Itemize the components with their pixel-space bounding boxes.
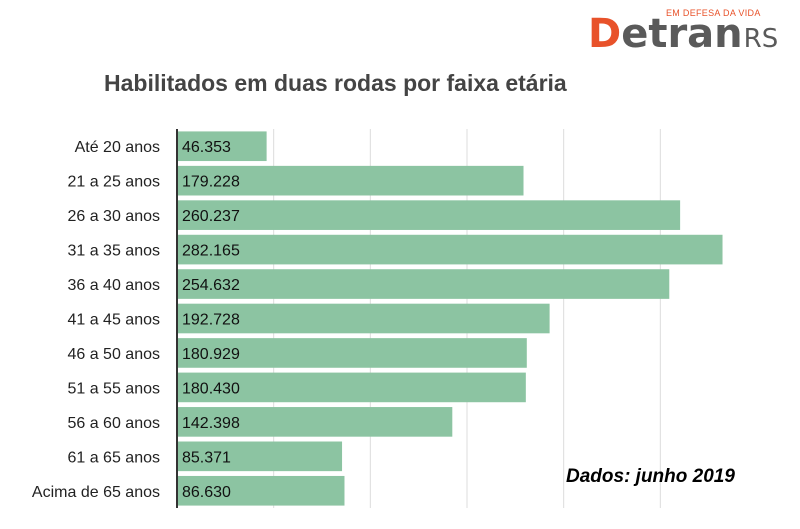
category-label: 56 a 60 anos — [67, 415, 160, 432]
bar — [177, 303, 550, 334]
logo-initial: D — [588, 11, 622, 57]
bar-value-label: 192.728 — [182, 312, 240, 329]
bar-value-label: 85.371 — [182, 449, 231, 466]
bar-value-label: 282.165 — [182, 243, 240, 260]
bar — [177, 407, 453, 437]
bar-value-label: 86.630 — [182, 484, 231, 501]
category-label: 61 a 65 anos — [67, 449, 160, 466]
logo-suffix: RS — [743, 24, 779, 54]
logo-wordmark: DetranRS — [588, 10, 778, 63]
bar-value-label: 46.353 — [182, 139, 231, 156]
bar — [177, 200, 681, 230]
bar — [177, 441, 343, 472]
detran-logo: EM DEFESA DA VIDA DetranRS — [588, 2, 778, 58]
bar-value-label: 142.398 — [182, 415, 240, 432]
bar — [177, 338, 527, 368]
bar-value-label: 260.237 — [182, 208, 240, 225]
bar — [177, 269, 670, 299]
bar — [177, 131, 267, 162]
category-label: Até 20 anos — [75, 139, 160, 156]
category-label: 31 a 35 anos — [67, 243, 160, 260]
bar — [177, 234, 723, 265]
bar-value-label: 180.430 — [182, 380, 240, 397]
category-label: 51 a 55 anos — [67, 380, 160, 397]
source-note: Dados: junho 2019 — [566, 466, 735, 487]
category-label: 26 a 30 anos — [67, 208, 160, 225]
bar — [177, 475, 345, 506]
bar — [177, 165, 524, 196]
bar-value-label: 180.929 — [182, 346, 240, 363]
category-label: 46 a 50 anos — [67, 346, 160, 363]
category-label: 36 a 40 anos — [67, 277, 160, 294]
logo-tagline: EM DEFESA DA VIDA — [666, 8, 761, 18]
bar-value-label: 179.228 — [182, 174, 240, 191]
bar-value-label: 254.632 — [182, 277, 240, 294]
chart-title: Habilitados em duas rodas por faixa etár… — [104, 70, 567, 96]
bar — [177, 372, 526, 403]
category-label: Acima de 65 anos — [32, 484, 160, 501]
logo-rest: etran — [621, 11, 743, 57]
category-label: 41 a 45 anos — [67, 312, 160, 329]
category-label: 21 a 25 anos — [67, 174, 160, 191]
